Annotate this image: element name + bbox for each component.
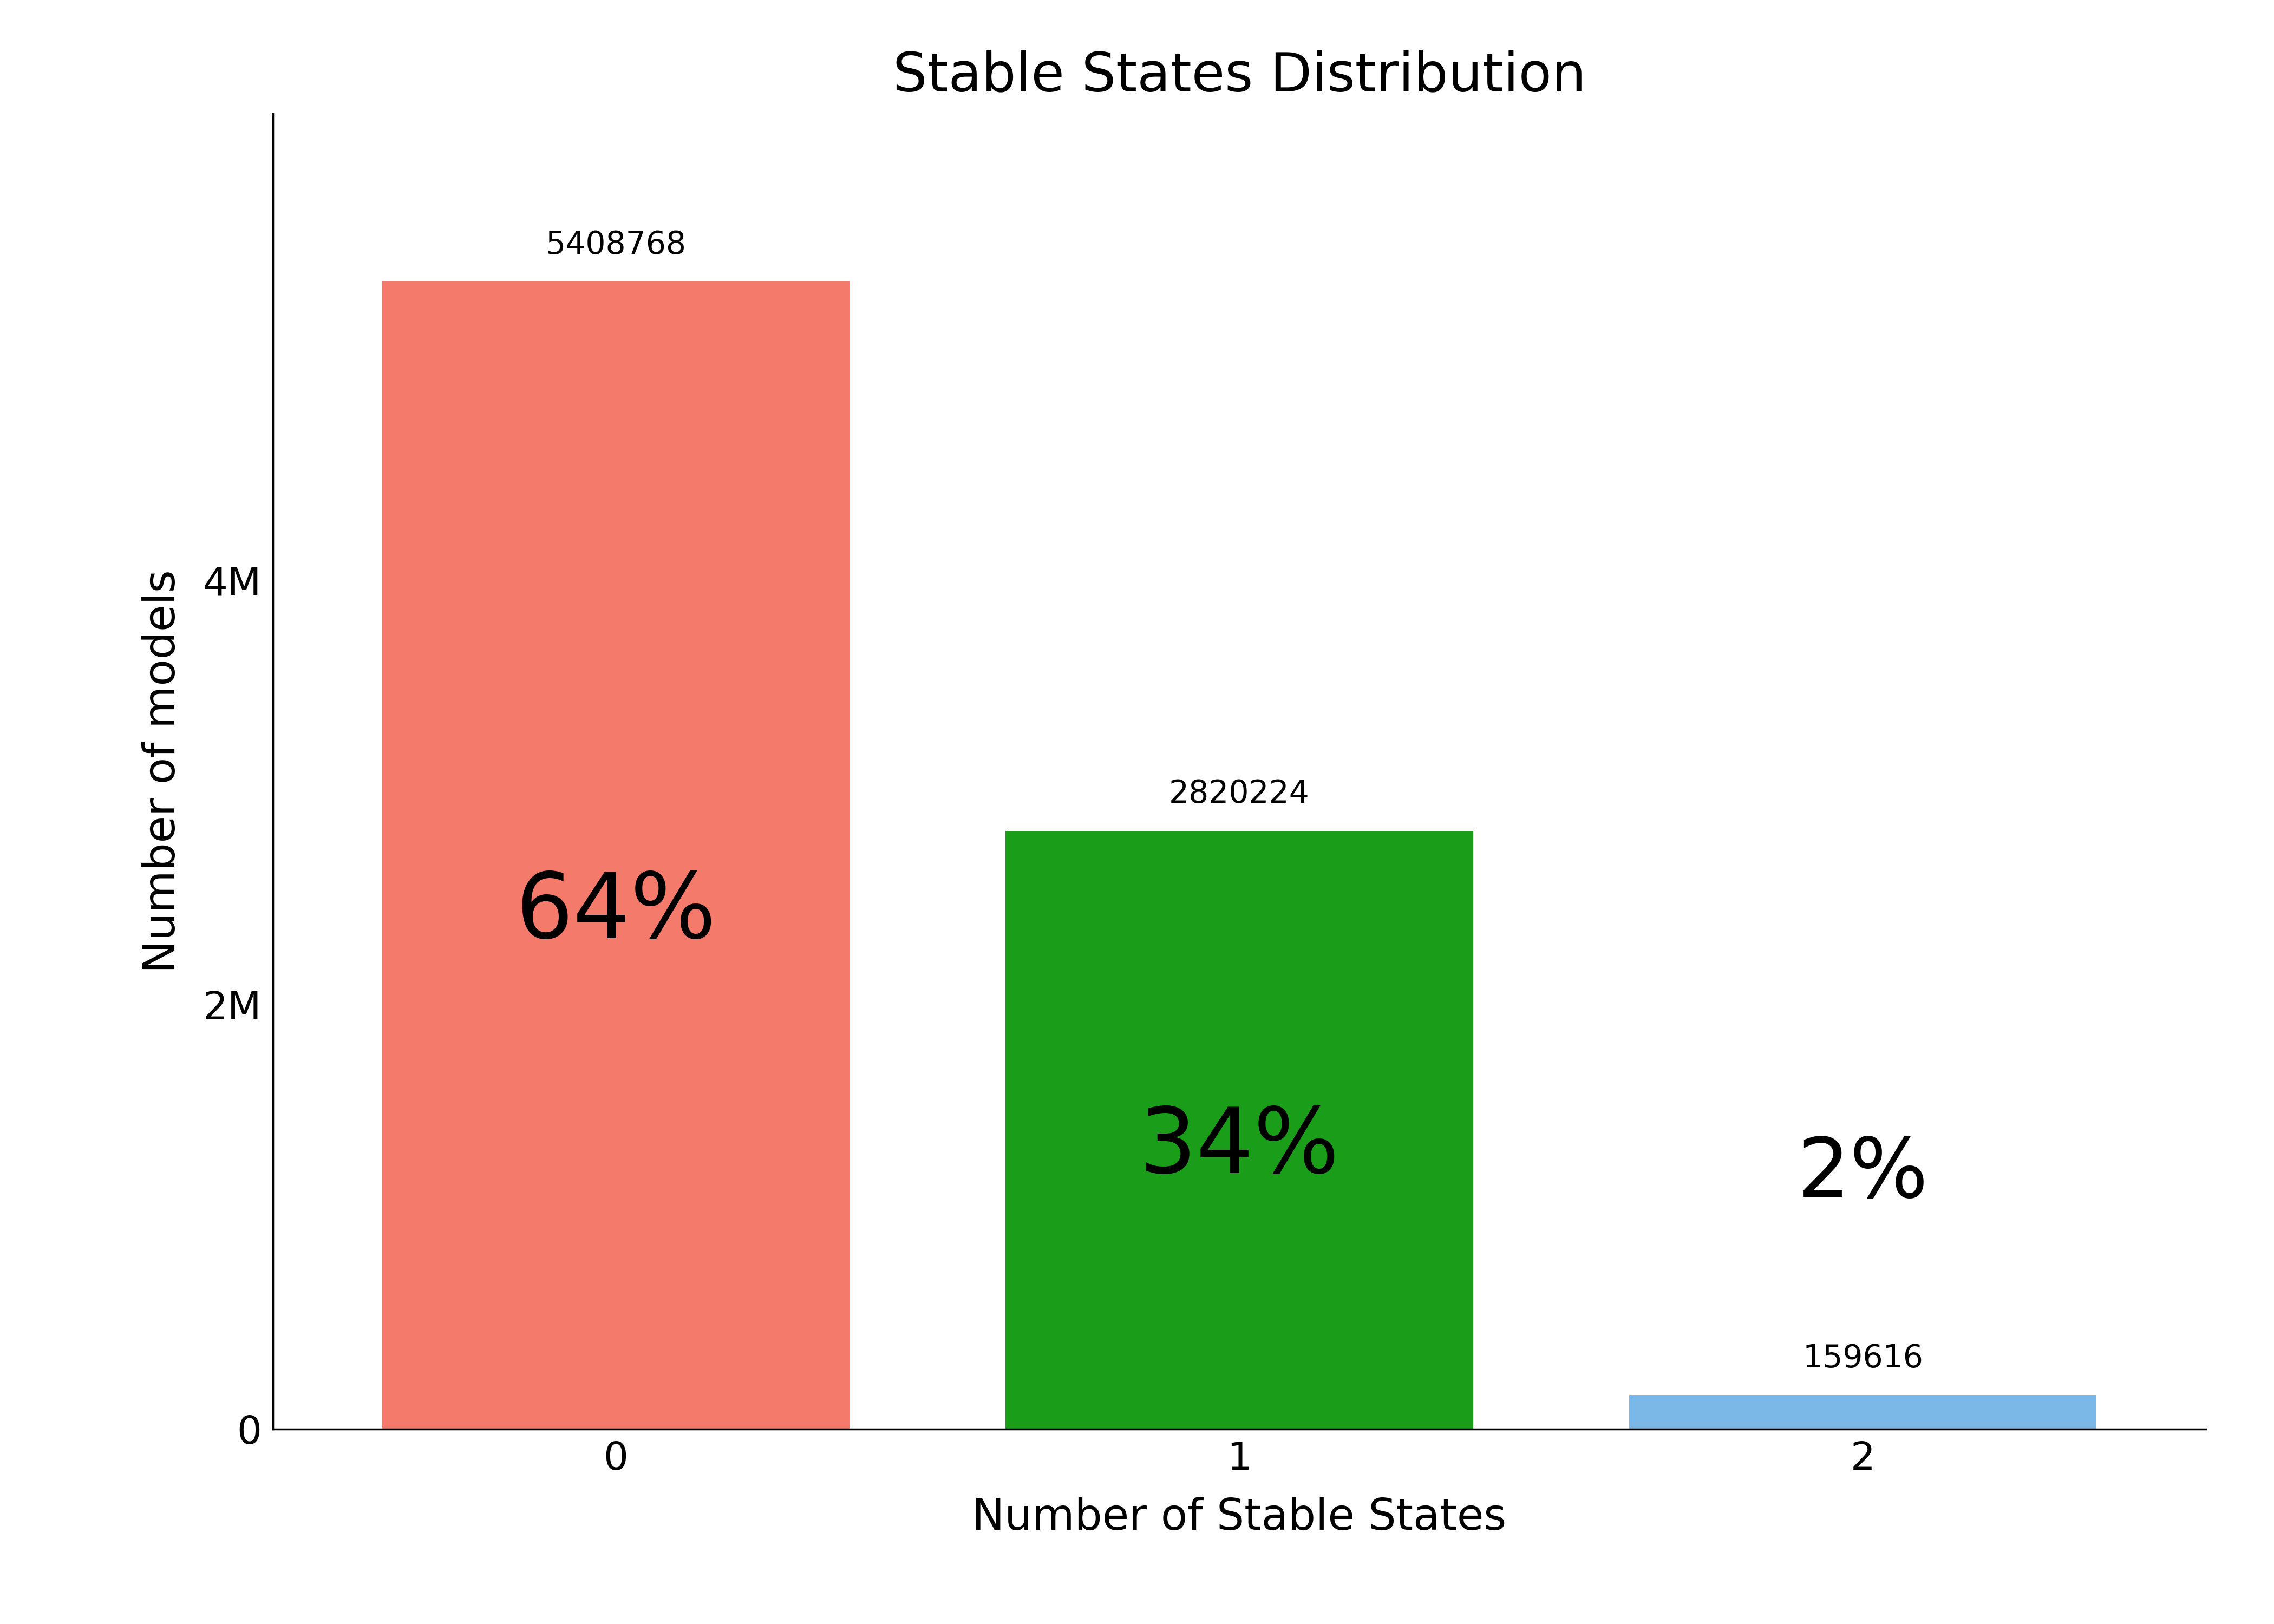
Bar [382, 281, 850, 1429]
Y-axis label: Number of models: Number of models [141, 570, 184, 973]
Bar [1005, 831, 1474, 1429]
X-axis label: Number of Stable States: Number of Stable States [971, 1497, 1508, 1540]
Text: 2%: 2% [1796, 1134, 1928, 1215]
Bar [1628, 1395, 2097, 1429]
Title: Stable States Distribution: Stable States Distribution [894, 50, 1585, 102]
Text: 64%: 64% [516, 869, 716, 957]
Text: 5408768: 5408768 [546, 229, 687, 260]
Text: 34%: 34% [1139, 1104, 1339, 1192]
Text: 159616: 159616 [1803, 1343, 1924, 1374]
Text: 2820224: 2820224 [1169, 778, 1310, 809]
